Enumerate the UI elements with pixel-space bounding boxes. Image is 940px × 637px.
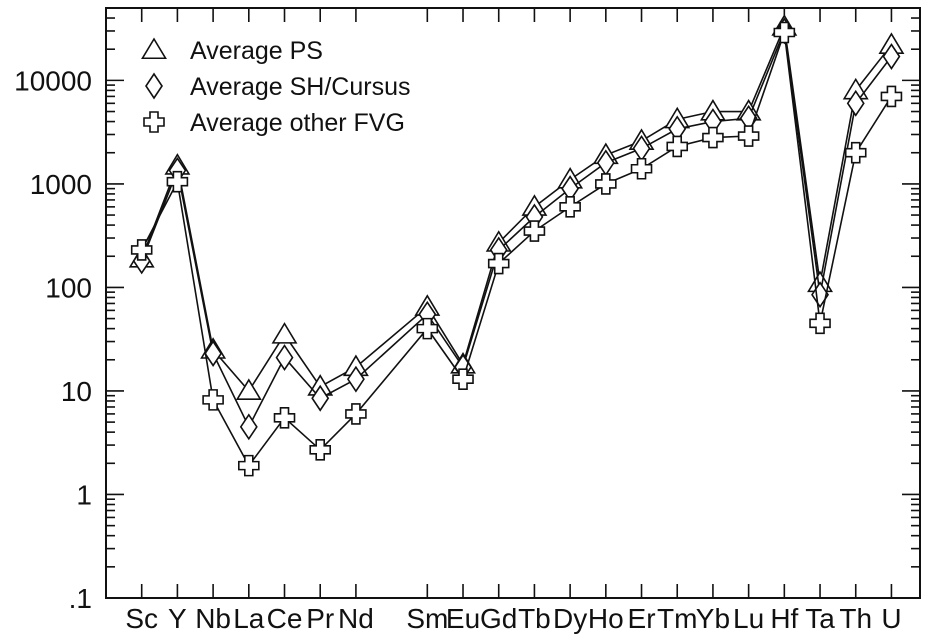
x-category-label: Er [628, 603, 656, 634]
y-axis-labels: .1 1 10 100 1000 10000 [14, 65, 92, 614]
cross-marker [238, 454, 260, 477]
diamond-marker [346, 365, 365, 393]
x-category-label: Yb [696, 603, 730, 634]
x-category-label: Sm [406, 603, 448, 634]
x-category-label: Nd [338, 603, 374, 634]
legend: Average PS Average SH/Cursus Average other… [141, 37, 410, 137]
cross-marker [143, 111, 165, 133]
cross-marker [416, 317, 439, 340]
series-layer [128, 14, 905, 477]
x-category-label: Ta [805, 603, 835, 634]
legend-entry: Average other FVG [143, 109, 405, 137]
x-category-label: La [233, 603, 265, 634]
triangle-marker [235, 378, 262, 400]
y-tick-label: 10000 [14, 65, 92, 96]
x-category-label: Y [168, 603, 187, 634]
cross-marker [595, 173, 617, 195]
x-category-label: Th [839, 603, 872, 634]
x-category-label: Ho [588, 603, 624, 634]
cross-marker [630, 157, 653, 180]
cross-marker [309, 439, 332, 461]
y-tick-label: 10 [61, 376, 92, 407]
cross-marker [130, 239, 153, 261]
diamond-marker [145, 72, 163, 100]
cross-marker [273, 407, 296, 429]
cross-marker [487, 252, 510, 275]
diamond-marker [311, 384, 330, 412]
legend-entry: Average PS [141, 37, 323, 65]
legend-entry: Average SH/Cursus [145, 72, 410, 101]
y-tick-label: 1 [76, 479, 92, 510]
cross-marker [666, 135, 689, 158]
y-tick-label: 100 [45, 272, 92, 303]
series-diamond [132, 17, 901, 441]
series-cross [130, 21, 903, 477]
cross-marker [523, 220, 546, 242]
x-category-label: Pr [306, 603, 334, 634]
axis-ticks [106, 7, 920, 599]
diamond-marker [275, 344, 294, 372]
legend-label: Average PS [190, 37, 323, 65]
cross-marker [880, 85, 903, 108]
x-category-label: Tb [518, 603, 551, 634]
triangle-marker [141, 37, 167, 60]
cross-marker [559, 196, 581, 218]
cross-marker [773, 21, 796, 44]
cross-marker [452, 368, 474, 390]
diamond-marker [846, 89, 865, 117]
x-category-label: Nb [195, 603, 231, 634]
cross-marker [202, 389, 224, 411]
x-category-label: Hf [770, 603, 798, 634]
cross-marker [345, 403, 367, 425]
diamond-marker [204, 340, 223, 367]
diamond-marker [239, 413, 258, 441]
x-category-label: Tm [657, 603, 697, 634]
cross-marker [702, 126, 724, 149]
plot-frame [105, 7, 921, 599]
x-category-label: Eu [446, 603, 480, 634]
legend-label: Average other FVG [190, 109, 405, 137]
x-category-label: Gd [480, 603, 517, 634]
x-category-label: Sc [125, 603, 158, 634]
x-category-label: U [881, 603, 901, 634]
x-category-label: Dy [553, 603, 587, 634]
triangle-marker [271, 322, 298, 344]
cross-marker [809, 312, 831, 335]
x-category-label: Lu [733, 603, 764, 634]
legend-label: Average SH/Cursus [190, 73, 410, 101]
x-category-label: Ce [267, 603, 303, 634]
y-tick-label: 1000 [30, 169, 92, 200]
cross-marker [844, 141, 867, 164]
cross-marker [166, 170, 189, 193]
diamond-marker [882, 43, 901, 70]
y-tick-label: .1 [69, 583, 92, 614]
cross-marker [737, 125, 760, 147]
